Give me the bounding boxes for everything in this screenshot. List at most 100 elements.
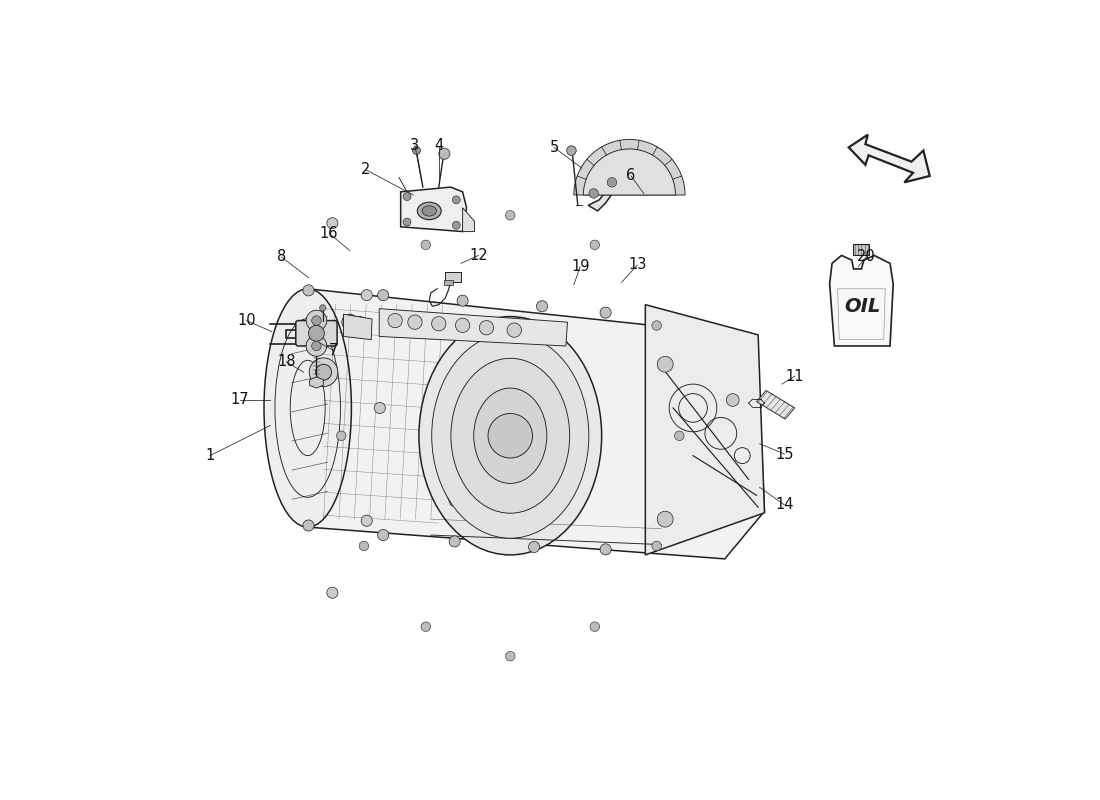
Circle shape (377, 290, 388, 301)
Circle shape (308, 326, 324, 342)
Circle shape (306, 310, 327, 331)
Circle shape (506, 210, 515, 220)
Circle shape (421, 622, 430, 631)
FancyBboxPatch shape (296, 321, 337, 346)
Text: 12: 12 (470, 248, 487, 263)
Text: 1: 1 (206, 448, 214, 463)
Circle shape (403, 193, 411, 201)
Circle shape (412, 146, 420, 154)
Circle shape (388, 314, 403, 328)
Circle shape (311, 316, 321, 326)
Circle shape (658, 356, 673, 372)
Polygon shape (379, 309, 568, 346)
Ellipse shape (431, 334, 588, 538)
Circle shape (452, 196, 460, 204)
Circle shape (652, 321, 661, 330)
Circle shape (452, 222, 460, 229)
Circle shape (342, 314, 358, 330)
Circle shape (302, 520, 315, 531)
Circle shape (449, 536, 460, 547)
Text: 4: 4 (434, 138, 443, 154)
Circle shape (351, 317, 367, 333)
Circle shape (590, 240, 600, 250)
Circle shape (658, 511, 673, 527)
Circle shape (359, 321, 369, 330)
Circle shape (537, 301, 548, 312)
Text: 3: 3 (410, 138, 419, 154)
Polygon shape (757, 390, 794, 419)
Text: 2: 2 (361, 162, 371, 177)
Circle shape (455, 318, 470, 333)
Circle shape (590, 622, 600, 631)
Text: 16: 16 (320, 226, 339, 241)
Ellipse shape (264, 289, 351, 527)
Circle shape (408, 315, 422, 330)
Text: OIL: OIL (844, 297, 880, 316)
Circle shape (361, 515, 372, 526)
Wedge shape (583, 149, 675, 195)
Text: 5: 5 (549, 140, 559, 155)
Wedge shape (574, 139, 685, 195)
Polygon shape (463, 208, 474, 231)
Circle shape (309, 358, 338, 386)
Bar (854, 244, 869, 255)
Text: 18: 18 (277, 354, 296, 370)
Circle shape (431, 317, 446, 331)
Polygon shape (309, 377, 323, 388)
Circle shape (488, 414, 532, 458)
Polygon shape (343, 314, 372, 340)
Bar (446, 272, 461, 282)
Circle shape (439, 148, 450, 159)
Circle shape (421, 240, 430, 250)
Ellipse shape (422, 206, 437, 216)
Polygon shape (849, 134, 930, 182)
Ellipse shape (474, 388, 547, 483)
Text: 20: 20 (857, 250, 876, 265)
Ellipse shape (419, 317, 602, 555)
Circle shape (403, 218, 411, 226)
Circle shape (320, 305, 326, 311)
Bar (443, 280, 453, 285)
Text: 8: 8 (277, 250, 286, 265)
Text: 11: 11 (785, 369, 804, 384)
Circle shape (601, 544, 612, 555)
Polygon shape (308, 289, 764, 559)
Circle shape (377, 530, 388, 541)
Circle shape (601, 307, 612, 318)
Circle shape (361, 290, 372, 301)
Circle shape (480, 321, 494, 335)
Circle shape (337, 431, 346, 441)
Circle shape (327, 218, 338, 229)
Circle shape (652, 542, 661, 550)
Text: 10: 10 (238, 313, 256, 328)
Polygon shape (646, 305, 764, 555)
Circle shape (566, 146, 576, 155)
Text: 17: 17 (231, 393, 250, 407)
Circle shape (316, 364, 331, 380)
Circle shape (506, 651, 515, 661)
Polygon shape (829, 255, 893, 346)
Text: 6: 6 (626, 169, 636, 183)
Text: 15: 15 (776, 446, 793, 462)
Circle shape (588, 189, 598, 198)
Text: 13: 13 (628, 258, 647, 273)
Circle shape (327, 587, 338, 598)
Ellipse shape (417, 202, 441, 220)
Circle shape (607, 178, 617, 187)
Circle shape (726, 394, 739, 406)
Text: 14: 14 (776, 498, 793, 512)
Text: 19: 19 (571, 259, 590, 274)
Polygon shape (400, 187, 466, 231)
Circle shape (674, 431, 684, 441)
Circle shape (528, 542, 540, 553)
Circle shape (374, 402, 385, 414)
Circle shape (311, 342, 321, 350)
Circle shape (359, 542, 369, 550)
Text: 7: 7 (329, 343, 339, 358)
Circle shape (302, 285, 315, 296)
Polygon shape (588, 179, 614, 211)
Circle shape (507, 323, 521, 338)
Ellipse shape (451, 358, 570, 514)
Circle shape (306, 336, 327, 356)
Circle shape (458, 295, 469, 306)
